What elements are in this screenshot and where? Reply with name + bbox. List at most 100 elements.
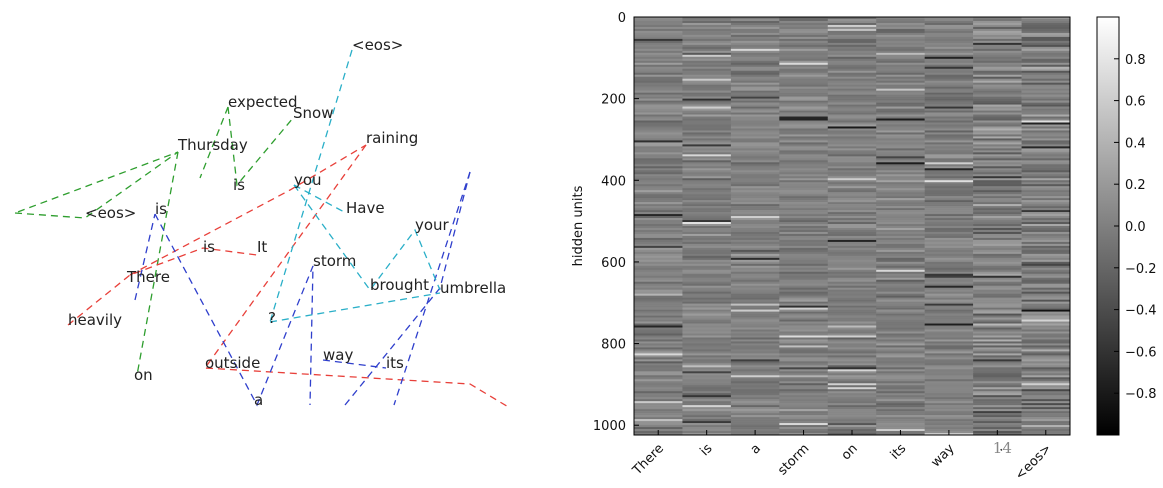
heatmap-cell bbox=[779, 311, 829, 314]
heatmap-cell bbox=[924, 78, 974, 81]
heatmap-cell bbox=[730, 58, 780, 62]
heatmap-cell bbox=[779, 188, 829, 191]
heatmap-cell bbox=[1021, 327, 1071, 330]
heatmap-cell bbox=[634, 24, 683, 28]
heatmap-cell bbox=[876, 351, 925, 354]
heatmap-cell bbox=[827, 154, 877, 157]
heatmap-cell bbox=[1021, 415, 1071, 418]
heatmap-cell bbox=[779, 116, 829, 119]
heatmap-cell bbox=[827, 257, 877, 261]
heatmap-cell bbox=[876, 327, 925, 330]
heatmap-cell bbox=[730, 17, 780, 20]
heatmap-cell bbox=[634, 146, 683, 149]
heatmap-cell bbox=[876, 243, 925, 247]
heatmap-cell bbox=[827, 375, 877, 378]
colorbar-tick-label: −0.6 bbox=[1125, 345, 1157, 360]
heatmap-cell bbox=[924, 112, 974, 115]
heatmap-cell bbox=[973, 140, 1022, 143]
heatmap-cell bbox=[973, 371, 1022, 374]
heatmap-cell bbox=[827, 128, 877, 131]
heatmap-cell bbox=[634, 313, 683, 316]
heatmap-cell bbox=[827, 345, 877, 348]
heatmap-cell bbox=[827, 112, 877, 115]
heatmap-cell bbox=[973, 387, 1022, 390]
heatmap-cell bbox=[924, 333, 974, 336]
heatmap-cell bbox=[682, 361, 732, 364]
heatmap-cell bbox=[924, 255, 974, 259]
heatmap-cell bbox=[1021, 56, 1071, 60]
heatmap-cell bbox=[973, 216, 1022, 219]
heatmap-cell bbox=[779, 299, 829, 302]
heatmap-cell bbox=[682, 154, 732, 157]
heatmap-cell bbox=[634, 56, 683, 60]
heatmap-cell bbox=[779, 102, 829, 105]
heatmap-cell bbox=[682, 267, 732, 271]
heatmap-cell bbox=[634, 174, 683, 177]
heatmap-cell bbox=[1021, 114, 1071, 117]
heatmap-cell bbox=[876, 218, 925, 221]
heatmap-cell bbox=[973, 92, 1022, 95]
heatmap-cell bbox=[827, 373, 877, 376]
heatmap-cell bbox=[682, 74, 732, 78]
heatmap-cell bbox=[682, 60, 732, 64]
y-tick-label: 1000 bbox=[593, 419, 626, 434]
heatmap-cell bbox=[730, 130, 780, 133]
heatmap-cell bbox=[973, 325, 1022, 328]
heatmap-cell bbox=[876, 138, 925, 141]
heatmap-cell bbox=[730, 148, 780, 151]
heatmap-cell bbox=[876, 397, 925, 400]
heatmap-cell bbox=[779, 82, 829, 85]
heatmap-cell bbox=[730, 269, 780, 273]
heatmap-cell bbox=[827, 283, 877, 287]
heatmap-cell bbox=[973, 329, 1022, 332]
heatmap-cell bbox=[827, 148, 877, 151]
heatmap-cell bbox=[827, 263, 877, 267]
heatmap-cell bbox=[876, 198, 925, 201]
heatmap-cell bbox=[973, 345, 1022, 348]
heatmap-cell bbox=[827, 66, 877, 70]
heatmap-cell bbox=[973, 383, 1022, 386]
heatmap-cell bbox=[634, 403, 683, 406]
heatmap-cell bbox=[876, 409, 925, 412]
heatmap-cell bbox=[730, 74, 780, 78]
heatmap-cell bbox=[827, 405, 877, 408]
heatmap-cell bbox=[827, 172, 877, 175]
heatmap-cell bbox=[779, 279, 829, 283]
heatmap-cell bbox=[682, 415, 732, 418]
heatmap-cell bbox=[682, 373, 732, 376]
heatmap-cell bbox=[876, 98, 925, 101]
heatmap-cell bbox=[876, 363, 925, 366]
heatmap-cell bbox=[730, 355, 780, 358]
heatmap-cell bbox=[973, 42, 1022, 46]
heatmap-cell bbox=[1021, 74, 1071, 78]
heatmap-cell bbox=[634, 36, 683, 40]
heatmap-cell bbox=[634, 347, 683, 350]
heatmap-cell bbox=[682, 170, 732, 173]
heatmap-cell bbox=[827, 289, 877, 292]
heatmap-cell bbox=[682, 423, 732, 426]
heatmap-cell bbox=[827, 327, 877, 330]
heatmap-cell bbox=[1021, 128, 1071, 131]
heatmap-cell bbox=[634, 235, 683, 239]
heatmap-cell bbox=[1021, 275, 1071, 279]
heatmap-cell bbox=[973, 351, 1022, 354]
heatmap-cell bbox=[973, 305, 1022, 308]
heatmap-cell bbox=[634, 425, 683, 428]
heatmap-cell bbox=[924, 337, 974, 340]
heatmap-cell bbox=[876, 227, 925, 231]
heatmap-cell bbox=[827, 397, 877, 400]
heatmap-cell bbox=[779, 291, 829, 294]
heatmap-cell bbox=[634, 327, 683, 330]
heatmap-cell bbox=[730, 112, 780, 115]
heatmap-cell bbox=[973, 257, 1022, 261]
heatmap-cell bbox=[827, 235, 877, 239]
heatmap-cell bbox=[973, 301, 1022, 304]
heatmap-cell bbox=[827, 192, 877, 195]
heatmap-cell bbox=[876, 58, 925, 62]
heatmap-cell bbox=[1021, 196, 1071, 199]
heatmap-cell bbox=[973, 421, 1022, 424]
heatmap-cell bbox=[924, 403, 974, 406]
heatmap-cell bbox=[924, 58, 974, 62]
heatmap-cell bbox=[1021, 48, 1071, 52]
heatmap-cell bbox=[634, 421, 683, 424]
